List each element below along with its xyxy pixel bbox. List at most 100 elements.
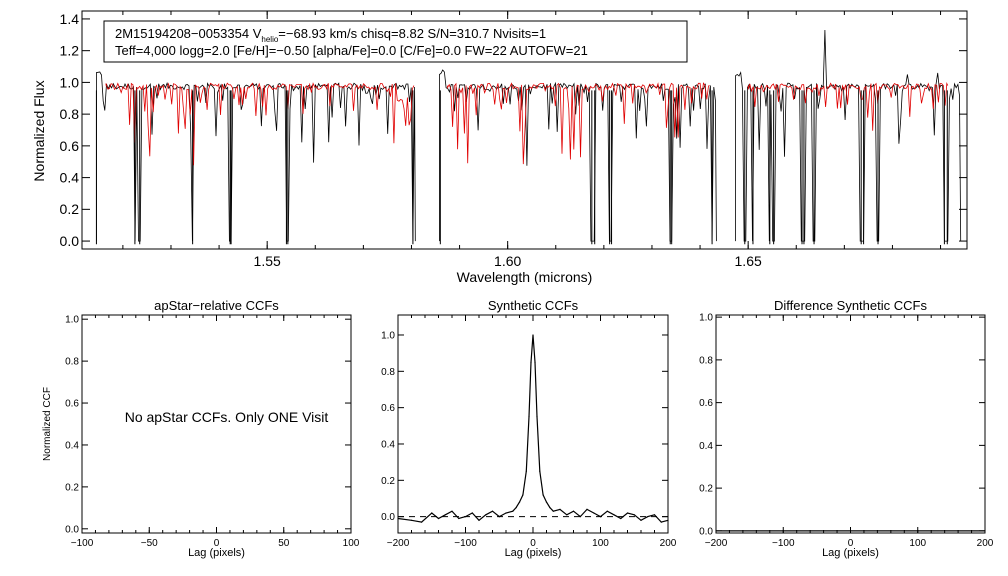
y-tick-label: 0.4 [60, 170, 80, 186]
y-tick-label: 0.4 [381, 439, 395, 450]
x-tick-label: 200 [660, 538, 677, 549]
ccf-point [660, 521, 662, 523]
y-tick-label: 1.0 [65, 315, 79, 326]
header-box: 2M15194208−0053354 Vhelio=−68.93 km/s ch… [103, 20, 688, 63]
ccf-point [593, 512, 595, 514]
y-tick-label: 0.8 [60, 106, 80, 122]
y-tick-label: 0.6 [381, 403, 395, 414]
ccf-point [437, 517, 440, 520]
x-axis-label: Lag (pixels) [822, 547, 879, 559]
y-tick-label: 0.4 [699, 441, 713, 452]
ccf-point [545, 501, 548, 503]
y-tick-label: 0.8 [65, 357, 79, 368]
ccf-panel-2: Synthetic CCFs Lag (pixels) [397, 298, 669, 559]
ccf-point [491, 510, 494, 512]
y-tick-label: 0.6 [699, 398, 713, 409]
ccf-point [530, 361, 532, 363]
ccf-point [451, 510, 453, 512]
x-tick-label: 0 [530, 538, 536, 549]
ccf-point [653, 514, 656, 516]
y-tick-label: 0.4 [65, 440, 79, 451]
x-tick-label: 0 [848, 538, 854, 549]
panel-title: apStar−relative CCFs [154, 298, 279, 313]
y-tick-label: 1.2 [60, 43, 80, 59]
x-axis-label: Wavelength (microns) [457, 269, 593, 285]
y-tick-label: 1.0 [381, 330, 395, 341]
observed-spectrum-chip-1 [96, 71, 416, 242]
ccf-point [431, 512, 433, 514]
model-spectrum-chip-3 [747, 81, 949, 131]
ccf-point [552, 510, 554, 512]
panel-title: Difference Synthetic CCFs [774, 298, 927, 313]
axes-1: −100 −50 0 50 100 0.0 0.2 0.4 0.6 0.8 1.0 [65, 314, 360, 549]
y-tick-label: 0.0 [699, 526, 713, 537]
y-tick-label: 0.0 [60, 233, 80, 249]
y-tick-label: 0.0 [65, 524, 79, 535]
x-tick-label: −100 [71, 538, 94, 549]
ccf-point [559, 508, 561, 510]
y-axis-label: Normalized Flux [31, 80, 47, 181]
ccf-point [539, 470, 541, 472]
header-frame [103, 20, 688, 63]
ccf-point [566, 514, 568, 516]
x-tick-label: 1.65 [735, 253, 762, 269]
vhelio-symbol: V [253, 26, 262, 41]
ccf-point [518, 501, 521, 503]
ccf-point [485, 514, 487, 516]
ccf-point [586, 508, 588, 510]
y-tick-label: 1.4 [60, 11, 80, 27]
plot-frame [397, 314, 669, 534]
ccf-point [471, 512, 473, 514]
ccf-point [534, 361, 536, 363]
ccf-point [478, 519, 480, 521]
ccf-point [536, 416, 538, 418]
header-line-2: Teff=4,000 logg=2.0 [Fe/H]=−0.50 [alpha/… [115, 43, 588, 58]
x-tick-label: −100 [772, 538, 795, 549]
ccf-point [640, 519, 642, 521]
x-tick-label: 0 [214, 538, 220, 549]
no-ccf-message: No apStar CCFs. Only ONE Visit [125, 409, 329, 425]
ccf-point [613, 514, 615, 516]
ccf-point [620, 517, 622, 520]
x-tick-label: −200 [705, 538, 728, 549]
y-tick-label: 0.8 [381, 367, 395, 378]
plot-frame [715, 314, 986, 534]
ccf-panel-1: apStar−relative CCFs Lag (pixels) Normaliz… [42, 298, 328, 559]
panel-title: Synthetic CCFs [488, 298, 579, 313]
ccf-point [444, 514, 446, 516]
model-spectrum-chip-2 [447, 82, 710, 165]
ccf-point [522, 494, 524, 496]
axes-2: −200 −100 0 100 200 0.0 0.2 0.4 0.6 0.8 1.0 [381, 314, 677, 549]
ccf-point [606, 510, 608, 512]
observed-spectrum-chip-3 [735, 29, 962, 242]
x-axis-label: Lag (pixels) [188, 547, 245, 559]
y-tick-label: 0.6 [60, 138, 80, 154]
header-line-1: 2M15194208−0053354 Vhelio=−68.93 km/s ch… [115, 26, 546, 44]
ccf-point [549, 507, 551, 509]
ccf-point [633, 514, 635, 516]
ccf-point [626, 512, 629, 514]
ccf-point [458, 517, 460, 520]
ccf-point [528, 416, 530, 418]
x-tick-label: −50 [141, 538, 158, 549]
x-tick-label: 100 [909, 538, 926, 549]
ccf-point [542, 494, 544, 496]
ccf-point [525, 470, 527, 472]
x-axis-label: Lag (pixels) [505, 547, 562, 559]
y-tick-label: 0.2 [60, 201, 80, 217]
y-tick-label: 0.2 [381, 476, 395, 487]
plot-frame [81, 10, 968, 250]
fit-stats: chisq=8.82 S/N=310.7 Nvisits=1 [357, 26, 546, 41]
x-tick-label: 1.60 [494, 253, 521, 269]
axes-3: −200 −100 0 100 200 0.0 0.2 0.4 0.6 0.8 1.0 [699, 313, 994, 549]
ccf-point [505, 512, 507, 514]
axes-0: 1.55 1.60 1.65 0.0 0.2 0.4 0.6 0.8 1.0 1.2 1.4 [60, 10, 968, 269]
vhelio-subscript: helio [261, 35, 278, 44]
y-tick-label: 0.8 [699, 355, 713, 366]
ccf-line [397, 334, 669, 523]
x-tick-label: 100 [592, 538, 609, 549]
x-tick-label: −100 [454, 538, 477, 549]
ccf-point [532, 334, 534, 336]
